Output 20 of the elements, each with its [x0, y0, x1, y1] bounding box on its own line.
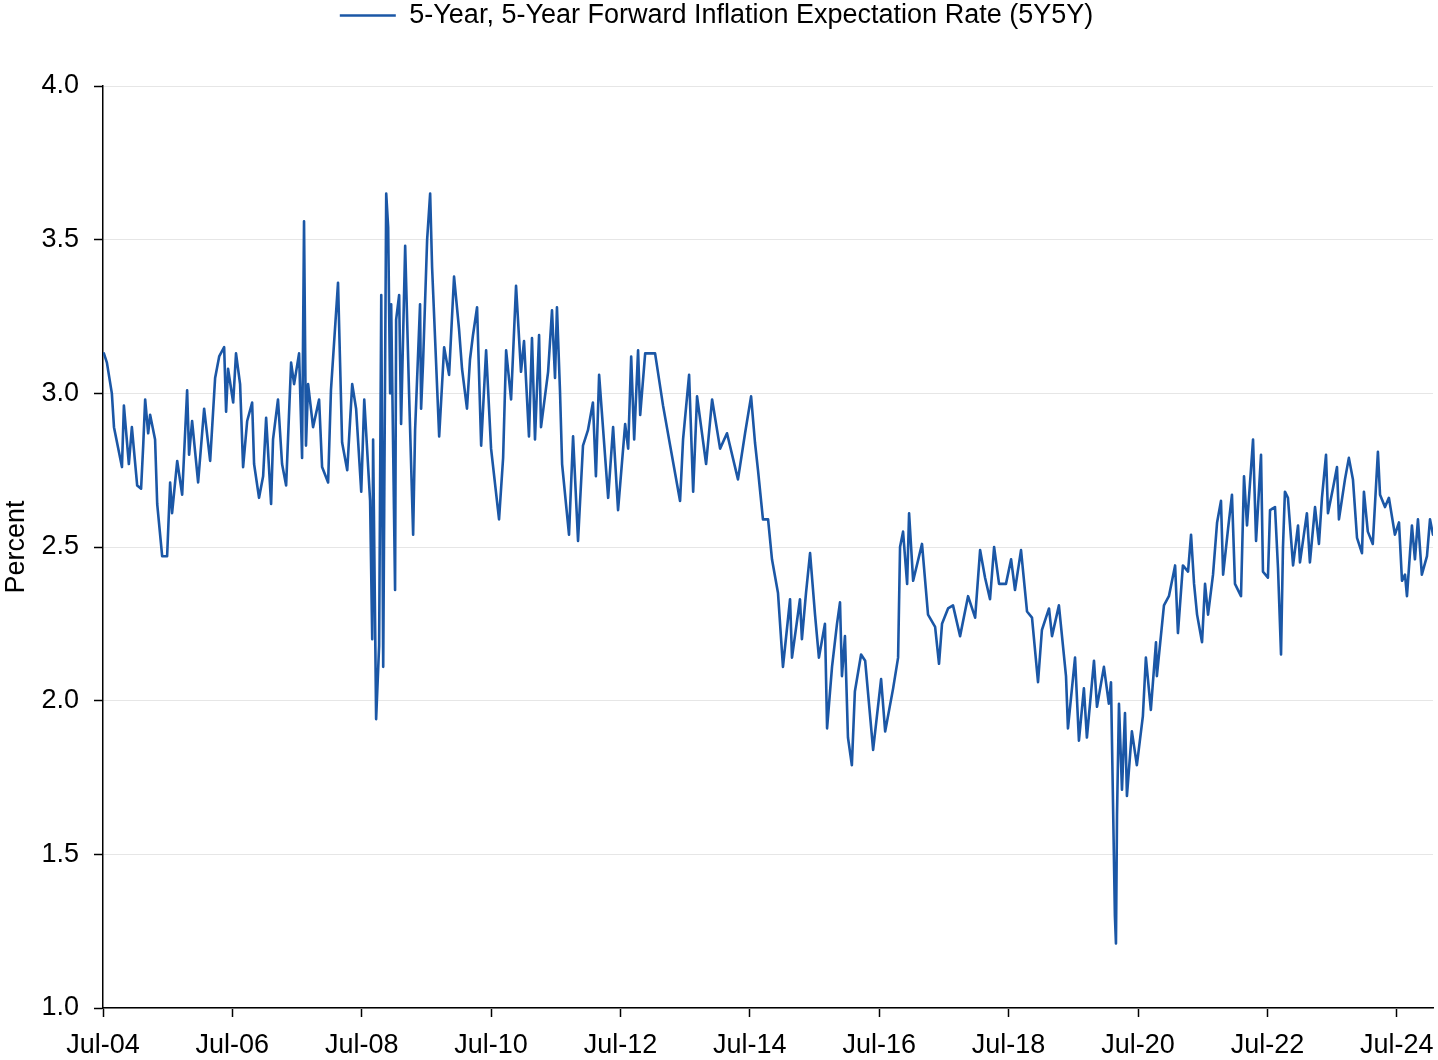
y-tick-label: 3.0 [41, 376, 79, 407]
y-tick-label: 1.5 [41, 837, 79, 868]
x-tick-label: Jul-04 [66, 1028, 140, 1059]
x-tick-label: Jul-22 [1230, 1028, 1305, 1059]
x-tick-label: Jul-18 [971, 1028, 1046, 1059]
x-tick-label: Jul-10 [454, 1028, 528, 1059]
x-tick-label: Jul-20 [1101, 1028, 1175, 1059]
y-tick-label: 4.0 [41, 69, 79, 100]
x-tick-label: Jul-14 [713, 1028, 787, 1059]
x-tick-label: Jul-12 [583, 1028, 658, 1059]
x-tick-label: Jul-08 [325, 1028, 399, 1059]
legend-label: 5-Year, 5-Year Forward Inflation Expectation Rate (5Y5Y) [409, 0, 1094, 29]
y-tick-label: 2.0 [41, 684, 79, 715]
x-tick-label: Jul-06 [195, 1028, 270, 1059]
y-tick-label: 3.5 [41, 223, 79, 254]
y-tick-label: 1.0 [41, 991, 79, 1022]
x-tick-label: Jul-24 [1360, 1028, 1434, 1059]
y-axis-title: Percent [0, 499, 30, 594]
y-tick-label: 2.5 [41, 530, 79, 561]
x-tick-label: Jul-16 [842, 1028, 917, 1059]
